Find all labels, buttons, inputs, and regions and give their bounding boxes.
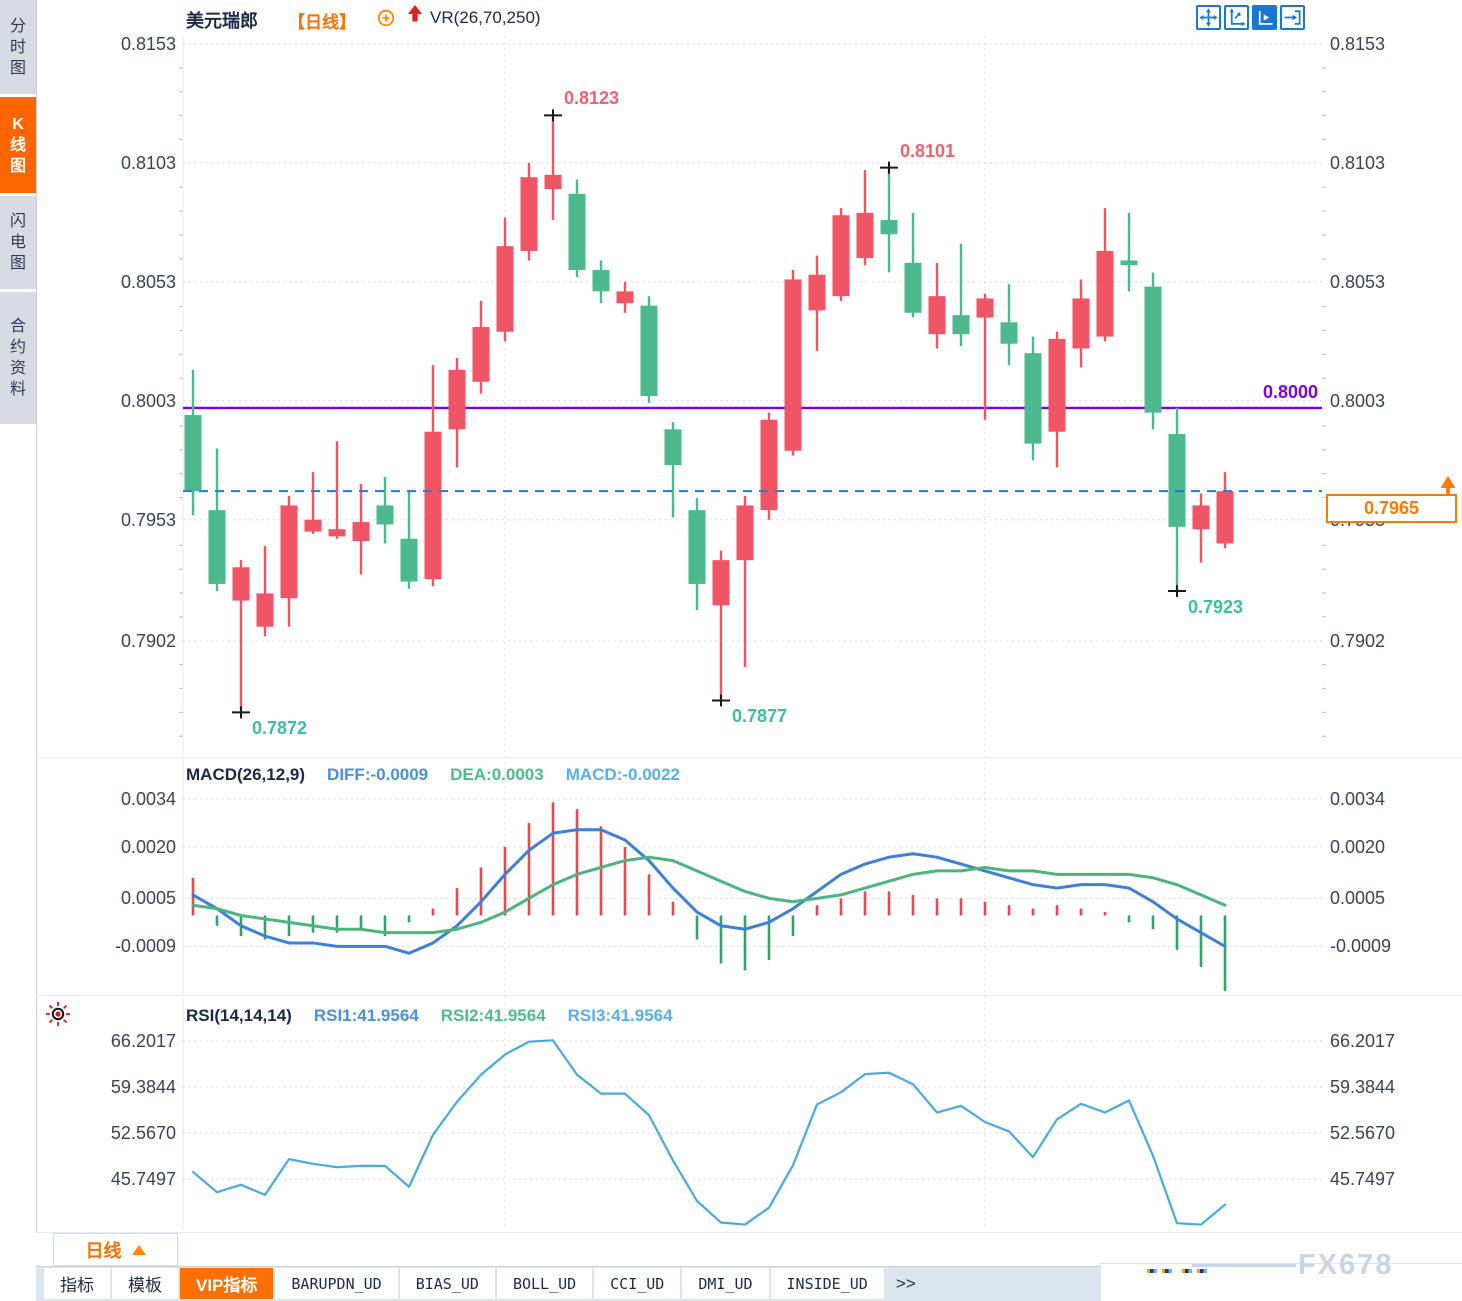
tab-bias_ud[interactable]: BIAS_UD [399,1268,495,1299]
rsi-axis-label-right: 45.7497 [1330,1169,1396,1189]
rsi1-value: RSI1:41.9564 [313,1006,419,1025]
price-axis-label-right: 0.8103 [1330,152,1386,173]
rsi-axis-label: 66.2017 [110,1031,176,1051]
tabs-overflow-button[interactable]: >> [895,1273,916,1293]
tab-boll_ud[interactable]: BOLL_UD [496,1268,593,1299]
tab-inside_ud[interactable]: INSIDE_UD [770,1268,884,1299]
period-tag[interactable]: 【日线】 [288,13,356,32]
price-axis-label: 0.8153 [120,34,176,54]
watermark-dash [1192,1264,1296,1267]
rsi2-value: RSI2:41.9564 [440,1006,546,1025]
price-axis-label-right: 0.7902 [1330,631,1386,651]
macd-axis-label-right: 0.0005 [1330,888,1386,909]
rsi3-value: RSI3:41.9564 [567,1006,673,1025]
trend-up-arrow-icon [407,5,423,23]
price-axis-label: 0.7953 [120,509,176,530]
macd-axis-label: -0.0009 [114,936,176,957]
sidebar-item-3[interactable]: 合约资料 [0,292,36,424]
macd-axis-label: 0.0005 [120,888,176,909]
extreme-price-label: 0.7872 [252,718,308,739]
indicator-title[interactable]: VR(26,70,250) [430,8,541,27]
watermark: FX678 [1298,1249,1394,1281]
x-axis-strip [36,1232,1462,1269]
extreme-price-label: 0.7877 [732,706,788,727]
macd-header: MACD(26,12,9) DIFF:-0.0009 DEA:0.0003 MA… [186,765,680,785]
period-selector[interactable]: 日线 [53,1233,178,1266]
sidebar-item-0[interactable]: 分时图 [0,0,36,94]
truncated-text-fragment [1147,1269,1157,1273]
extreme-price-label: 0.7923 [1188,597,1244,618]
macd-axis-label: 0.0034 [120,788,176,809]
macd-macd-value: MACD:-0.0022 [565,765,681,784]
price-axis-label-right: 0.8003 [1330,390,1386,411]
price-axis-label: 0.8053 [120,271,176,292]
pan-icon[interactable] [1196,5,1221,30]
rsi-axis-label: 59.3844 [110,1077,176,1097]
chart-toolbar [1196,5,1305,30]
extreme-price-label: 0.8101 [900,140,956,161]
price-axis-label: 0.8103 [120,152,176,173]
tab-barupdn_ud[interactable]: BARUPDN_UD [275,1268,398,1299]
truncated-text-fragment [1182,1269,1192,1273]
rsi-title[interactable]: RSI(14,14,14) [186,1006,292,1025]
period-selector-label: 日线 [85,1240,122,1261]
tab-bar-filler [1100,1263,1462,1301]
rsi-header: RSI(14,14,14) RSI1:41.9564 RSI2:41.9564 … [186,1006,673,1026]
macd-title[interactable]: MACD(26,12,9) [186,765,306,784]
sidebar-item-2[interactable]: 闪电图 [0,196,36,289]
chevron-up-icon [131,1244,146,1255]
panel-separator [36,757,1462,758]
macd-axis-label-right: 0.0020 [1330,836,1386,857]
symbol-title: 美元瑞郎 [186,11,258,31]
rsi-axis-label-right: 66.2017 [1330,1031,1396,1051]
tab-cci_ud[interactable]: CCI_UD [594,1268,681,1299]
collapse-panel-icon[interactable] [1280,5,1305,30]
extreme-price-label: 0.8123 [564,88,620,109]
axis-zoom-icon[interactable] [1224,5,1249,30]
price-axis-label-right: 0.8053 [1330,271,1386,292]
tab-vip指标[interactable]: VIP指标 [180,1268,274,1299]
price-axis-label: 0.7902 [120,631,176,651]
horizontal-level-label: 0.8000 [1262,382,1318,402]
rsi-axis-label: 52.5670 [110,1123,176,1143]
tab-dmi_ud[interactable]: DMI_UD [682,1268,769,1299]
price-axis-label: 0.8003 [120,390,176,411]
price-axis-label-right: 0.8153 [1330,34,1386,54]
rsi-axis-label-right: 59.3844 [1330,1077,1396,1097]
macd-axis-label-right: -0.0009 [1330,936,1392,957]
truncated-text-fragment [1162,1269,1172,1273]
macd-axis-label-right: 0.0034 [1330,788,1386,809]
auto-scale-icon[interactable] [1252,5,1277,30]
indicator-marker-sun-icon [45,1001,71,1032]
indicator-tab-bar: 指标 模板 VIP指标 BARUPDN_UD BIAS_UD BOLL_UD CCI_UD D… [44,1268,926,1299]
truncated-text-fragment [1197,1269,1207,1273]
macd-dea-value: DEA:0.0003 [450,765,544,784]
tab-模板[interactable]: 模板 [112,1268,178,1299]
current-price-badge: 0.7965 [1326,494,1457,523]
macd-diff-value: DIFF:-0.0009 [327,765,429,784]
panel-separator [36,995,1462,996]
rsi-axis-label-right: 52.5670 [1330,1123,1396,1143]
tab-指标[interactable]: 指标 [44,1268,110,1299]
rsi-axis-label: 45.7497 [110,1169,176,1189]
add-indicator-icon[interactable] [377,9,395,27]
macd-axis-label: 0.0020 [120,836,176,857]
